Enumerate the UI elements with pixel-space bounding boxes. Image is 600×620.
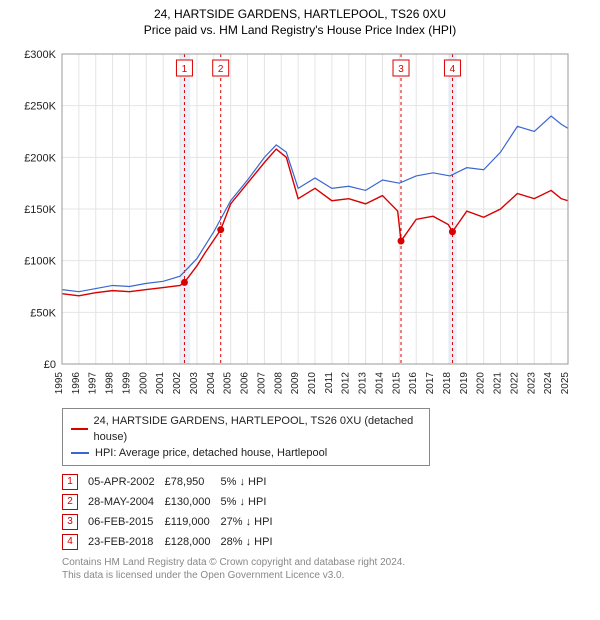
event-row: 1 05-APR-2002£78,9505% ↓ HPI: [62, 472, 283, 492]
svg-text:2002: 2002: [172, 372, 183, 395]
svg-text:1995: 1995: [54, 372, 65, 395]
svg-text:1: 1: [182, 64, 188, 75]
event-delta: 28% ↓ HPI: [221, 532, 283, 552]
legend-label-red: 24, HARTSIDE GARDENS, HARTLEPOOL, TS26 0…: [94, 413, 421, 445]
svg-text:2014: 2014: [374, 372, 385, 395]
svg-text:£200K: £200K: [24, 152, 56, 164]
event-price: £119,000: [165, 512, 221, 532]
svg-text:2016: 2016: [408, 372, 419, 395]
svg-text:1997: 1997: [88, 372, 99, 395]
svg-text:2017: 2017: [425, 372, 436, 395]
svg-text:2000: 2000: [138, 372, 149, 395]
event-delta: 27% ↓ HPI: [221, 512, 283, 532]
svg-text:2010: 2010: [307, 372, 318, 395]
svg-text:1999: 1999: [121, 372, 132, 395]
event-date: 06-FEB-2015: [88, 512, 165, 532]
footer-line-2: This data is licensed under the Open Gov…: [62, 569, 600, 582]
attribution: Contains HM Land Registry data © Crown c…: [62, 556, 600, 582]
event-marker: 4: [62, 534, 78, 550]
svg-text:£50K: £50K: [30, 307, 56, 319]
svg-text:2007: 2007: [256, 372, 267, 395]
svg-text:2023: 2023: [526, 372, 537, 395]
svg-text:2015: 2015: [391, 372, 402, 395]
event-date: 05-APR-2002: [88, 472, 165, 492]
event-row: 3 06-FEB-2015£119,00027% ↓ HPI: [62, 512, 283, 532]
event-marker: 3: [62, 514, 78, 530]
event-delta: 5% ↓ HPI: [221, 472, 283, 492]
svg-text:2019: 2019: [459, 372, 470, 395]
svg-text:2006: 2006: [240, 372, 251, 395]
legend: 24, HARTSIDE GARDENS, HARTLEPOOL, TS26 0…: [62, 408, 430, 466]
svg-text:2018: 2018: [442, 372, 453, 395]
svg-text:£0: £0: [44, 359, 56, 371]
footer-line-1: Contains HM Land Registry data © Crown c…: [62, 556, 600, 569]
legend-label-blue: HPI: Average price, detached house, Hart…: [95, 445, 327, 461]
svg-text:Price paid vs. HM Land Registr: Price paid vs. HM Land Registry's House …: [144, 23, 456, 37]
event-marker: 2: [62, 494, 78, 510]
svg-text:24, HARTSIDE GARDENS, HARTLEPO: 24, HARTSIDE GARDENS, HARTLEPOOL, TS26 0…: [154, 7, 446, 21]
events-table: 1 05-APR-2002£78,9505% ↓ HPI 2 28-MAY-2004£…: [62, 472, 283, 552]
svg-text:2011: 2011: [324, 372, 335, 394]
legend-swatch-blue: [71, 452, 89, 454]
svg-text:4: 4: [450, 64, 456, 75]
svg-text:£250K: £250K: [24, 101, 56, 113]
svg-text:3: 3: [398, 64, 404, 75]
svg-text:2: 2: [218, 64, 224, 75]
svg-text:2004: 2004: [206, 372, 217, 395]
svg-text:2003: 2003: [189, 372, 200, 395]
event-delta: 5% ↓ HPI: [221, 492, 283, 512]
event-row: 4 23-FEB-2018£128,00028% ↓ HPI: [62, 532, 283, 552]
svg-text:2025: 2025: [560, 372, 571, 395]
svg-text:2013: 2013: [358, 372, 369, 395]
legend-item-red: 24, HARTSIDE GARDENS, HARTLEPOOL, TS26 0…: [71, 413, 421, 445]
svg-text:2020: 2020: [476, 372, 487, 395]
event-price: £130,000: [165, 492, 221, 512]
event-row: 2 28-MAY-2004£130,0005% ↓ HPI: [62, 492, 283, 512]
legend-swatch-red: [71, 428, 88, 430]
event-price: £78,950: [165, 472, 221, 492]
svg-text:1996: 1996: [71, 372, 82, 395]
svg-text:2022: 2022: [509, 372, 520, 395]
price-chart: £0 £50K £100K £150K £200K £250K £300K 1995 1996 1…: [0, 0, 600, 408]
svg-text:1998: 1998: [105, 372, 116, 395]
legend-item-blue: HPI: Average price, detached house, Hart…: [71, 445, 421, 461]
event-marker: 1: [62, 474, 78, 490]
event-price: £128,000: [165, 532, 221, 552]
svg-text:£100K: £100K: [24, 256, 56, 268]
svg-text:2008: 2008: [273, 372, 284, 395]
event-date: 28-MAY-2004: [88, 492, 165, 512]
svg-text:2001: 2001: [155, 372, 166, 395]
svg-text:£300K: £300K: [24, 49, 56, 61]
svg-text:£150K: £150K: [24, 204, 56, 216]
event-date: 23-FEB-2018: [88, 532, 165, 552]
svg-text:2005: 2005: [223, 372, 234, 395]
svg-text:2024: 2024: [543, 372, 554, 395]
svg-text:2021: 2021: [493, 372, 504, 395]
svg-text:2012: 2012: [341, 372, 352, 395]
svg-text:2009: 2009: [290, 372, 301, 395]
